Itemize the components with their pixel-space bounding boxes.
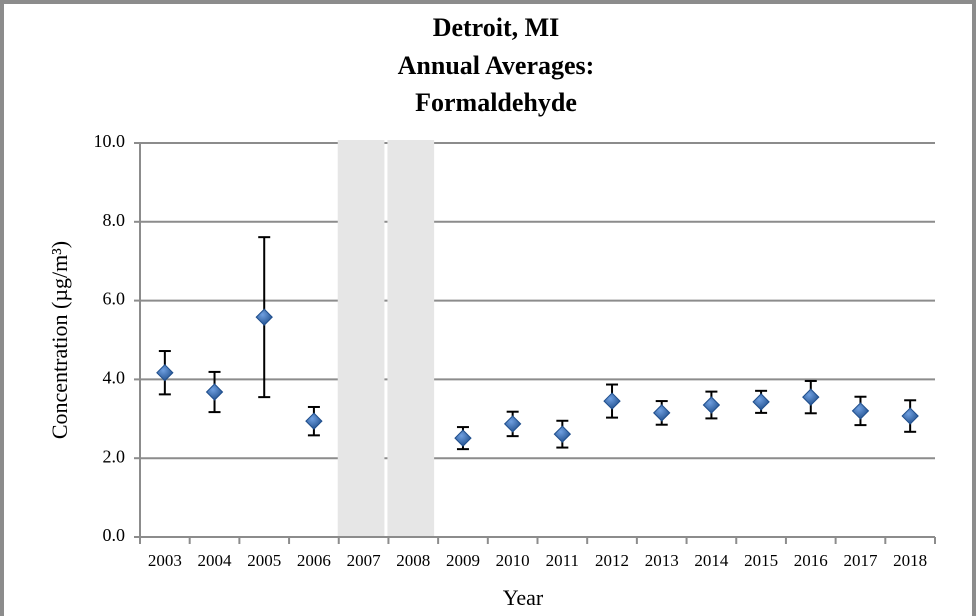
x-tick-label: 2012 bbox=[595, 551, 629, 570]
x-tick-label: 2014 bbox=[694, 551, 729, 570]
x-tick-label: 2003 bbox=[148, 551, 182, 570]
y-tick-label: 8.0 bbox=[103, 210, 126, 230]
x-tick-label: 2016 bbox=[794, 551, 828, 570]
x-tick-label: 2007 bbox=[347, 551, 382, 570]
y-tick-label: 4.0 bbox=[103, 368, 126, 388]
x-tick-label: 2011 bbox=[546, 551, 579, 570]
y-tick-label: 0.0 bbox=[103, 525, 126, 545]
data-point bbox=[503, 415, 522, 433]
data-point bbox=[553, 425, 572, 443]
data-point bbox=[603, 392, 621, 410]
data-point bbox=[752, 393, 770, 411]
x-tick-label: 2015 bbox=[744, 551, 778, 570]
chart-title: Formaldehyde bbox=[415, 88, 577, 117]
x-tick-label: 2009 bbox=[446, 551, 480, 570]
x-tick-label: 2008 bbox=[396, 551, 430, 570]
y-tick-label: 6.0 bbox=[103, 289, 126, 309]
data-point bbox=[851, 402, 870, 420]
x-tick-label: 2017 bbox=[843, 551, 878, 570]
no-data-band bbox=[337, 140, 385, 537]
x-tick-label: 2004 bbox=[198, 551, 233, 570]
data-point bbox=[205, 383, 224, 401]
data-point bbox=[901, 407, 919, 425]
x-tick-label: 2018 bbox=[893, 551, 927, 570]
y-axis-label: Concentration (µg/m³) bbox=[47, 241, 72, 439]
data-point bbox=[255, 308, 273, 326]
x-tick-label: 2005 bbox=[247, 551, 281, 570]
y-tick-label: 10.0 bbox=[94, 131, 126, 151]
x-axis-label: Year bbox=[503, 585, 544, 610]
data-point bbox=[156, 363, 174, 382]
data-point bbox=[305, 412, 323, 430]
x-tick-label: 2013 bbox=[645, 551, 679, 570]
y-tick-label: 2.0 bbox=[103, 446, 126, 466]
chart-title: Detroit, MI bbox=[433, 13, 560, 42]
x-tick-label: 2006 bbox=[297, 551, 331, 570]
data-point bbox=[454, 429, 472, 447]
no-data-band bbox=[387, 140, 435, 537]
data-point bbox=[653, 404, 671, 422]
x-tick-label: 2010 bbox=[496, 551, 530, 570]
data-point bbox=[702, 396, 721, 414]
chart-title: Annual Averages: bbox=[398, 51, 595, 80]
data-point bbox=[802, 388, 820, 406]
